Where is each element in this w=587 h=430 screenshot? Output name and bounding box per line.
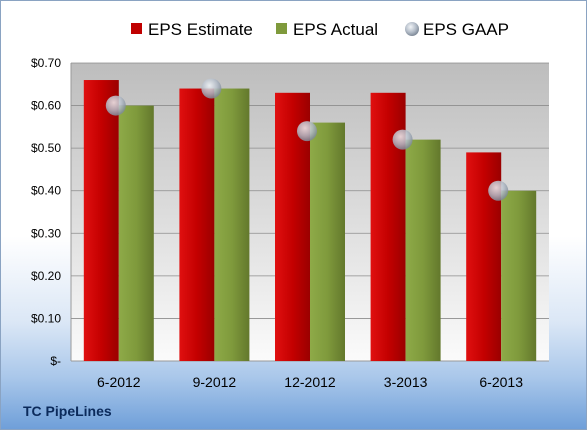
bar-eps-estimate — [179, 88, 215, 362]
y-tick-label: $0.60 — [31, 99, 61, 113]
y-tick-label: $0.40 — [31, 184, 61, 198]
bar-eps-estimate — [83, 80, 119, 362]
marker-eps-gaap — [392, 129, 413, 150]
y-tick-label: $0.70 — [31, 56, 61, 70]
legend-swatch — [131, 23, 142, 34]
x-tick-label: 12-2012 — [284, 374, 336, 390]
x-tick-label: 9-2012 — [193, 374, 237, 390]
marker-eps-gaap — [488, 180, 509, 201]
x-tick-label: 3-2013 — [384, 374, 428, 390]
x-tick-label: 6-2012 — [97, 374, 141, 390]
bar-eps-actual — [501, 190, 537, 361]
company-name: TC PipeLines — [23, 403, 112, 419]
bar-eps-actual — [310, 122, 345, 361]
legend-label: EPS GAAP — [423, 20, 509, 39]
marker-eps-gaap — [105, 95, 126, 116]
y-tick-label: $0.50 — [31, 141, 61, 155]
bar-eps-actual — [118, 105, 154, 361]
legend-swatch — [405, 22, 419, 36]
legend-swatch — [276, 23, 287, 34]
x-tick-label: 6-2013 — [479, 374, 523, 390]
bar-eps-actual — [405, 139, 441, 361]
marker-eps-gaap — [201, 78, 222, 99]
bar-eps-actual — [214, 88, 250, 362]
y-tick-label: $0.10 — [31, 311, 61, 325]
legend-label: EPS Estimate — [148, 20, 253, 39]
y-tick-label: $- — [50, 354, 61, 368]
marker-eps-gaap — [297, 121, 317, 142]
y-tick-label: $0.20 — [31, 269, 61, 283]
legend-label: EPS Actual — [293, 20, 378, 39]
y-tick-label: $0.30 — [31, 226, 61, 240]
